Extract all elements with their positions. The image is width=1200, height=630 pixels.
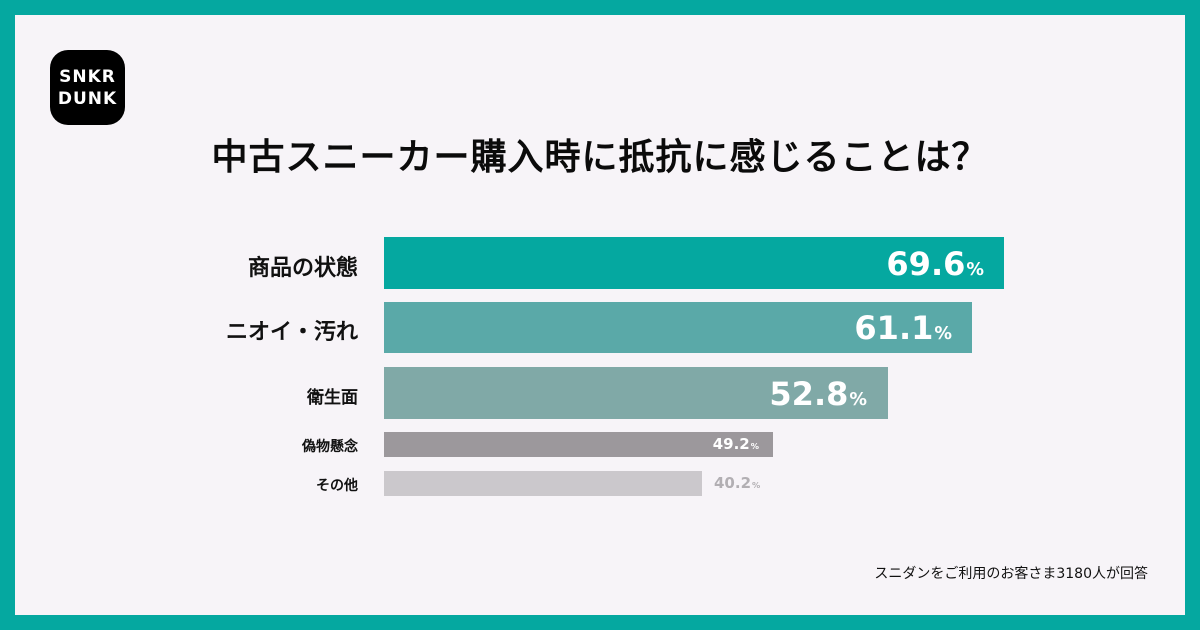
logo-line-1: SNKR xyxy=(59,66,116,87)
bar-value: 69.6% xyxy=(886,245,984,283)
bar-row: 偽物懸念 49.2% xyxy=(0,432,1200,457)
bar-row: ニオイ・汚れ 61.1% xyxy=(0,302,1200,353)
bar-row: 商品の状態 69.6% xyxy=(0,237,1200,289)
bar-value: 52.8% xyxy=(769,375,867,413)
bar-value: 49.2% xyxy=(712,435,759,453)
bar xyxy=(384,237,1004,289)
bar xyxy=(384,471,702,496)
bar-label: 偽物懸念 xyxy=(302,439,358,455)
bar-label: 商品の状態 xyxy=(247,256,358,281)
bar-label: その他 xyxy=(316,478,358,494)
bar-row: 衛生面 52.8% xyxy=(0,367,1200,419)
bar-value: 40.2% xyxy=(714,474,761,492)
bar xyxy=(384,367,888,419)
bar-row: その他 40.2% xyxy=(0,471,1200,496)
bar-label: ニオイ・汚れ xyxy=(225,320,358,345)
bar xyxy=(384,302,972,353)
snkrdunk-logo: SNKR DUNK xyxy=(50,50,125,125)
respondent-note: スニダンをご利用のお客さま3180人が回答 xyxy=(874,566,1148,582)
chart-title: 中古スニーカー購入時に抵抗に感じることは？ xyxy=(211,137,989,178)
bar-value: 61.1% xyxy=(854,309,952,347)
bar-label: 衛生面 xyxy=(307,388,358,408)
bar xyxy=(384,432,773,457)
logo-line-2: DUNK xyxy=(57,88,118,109)
